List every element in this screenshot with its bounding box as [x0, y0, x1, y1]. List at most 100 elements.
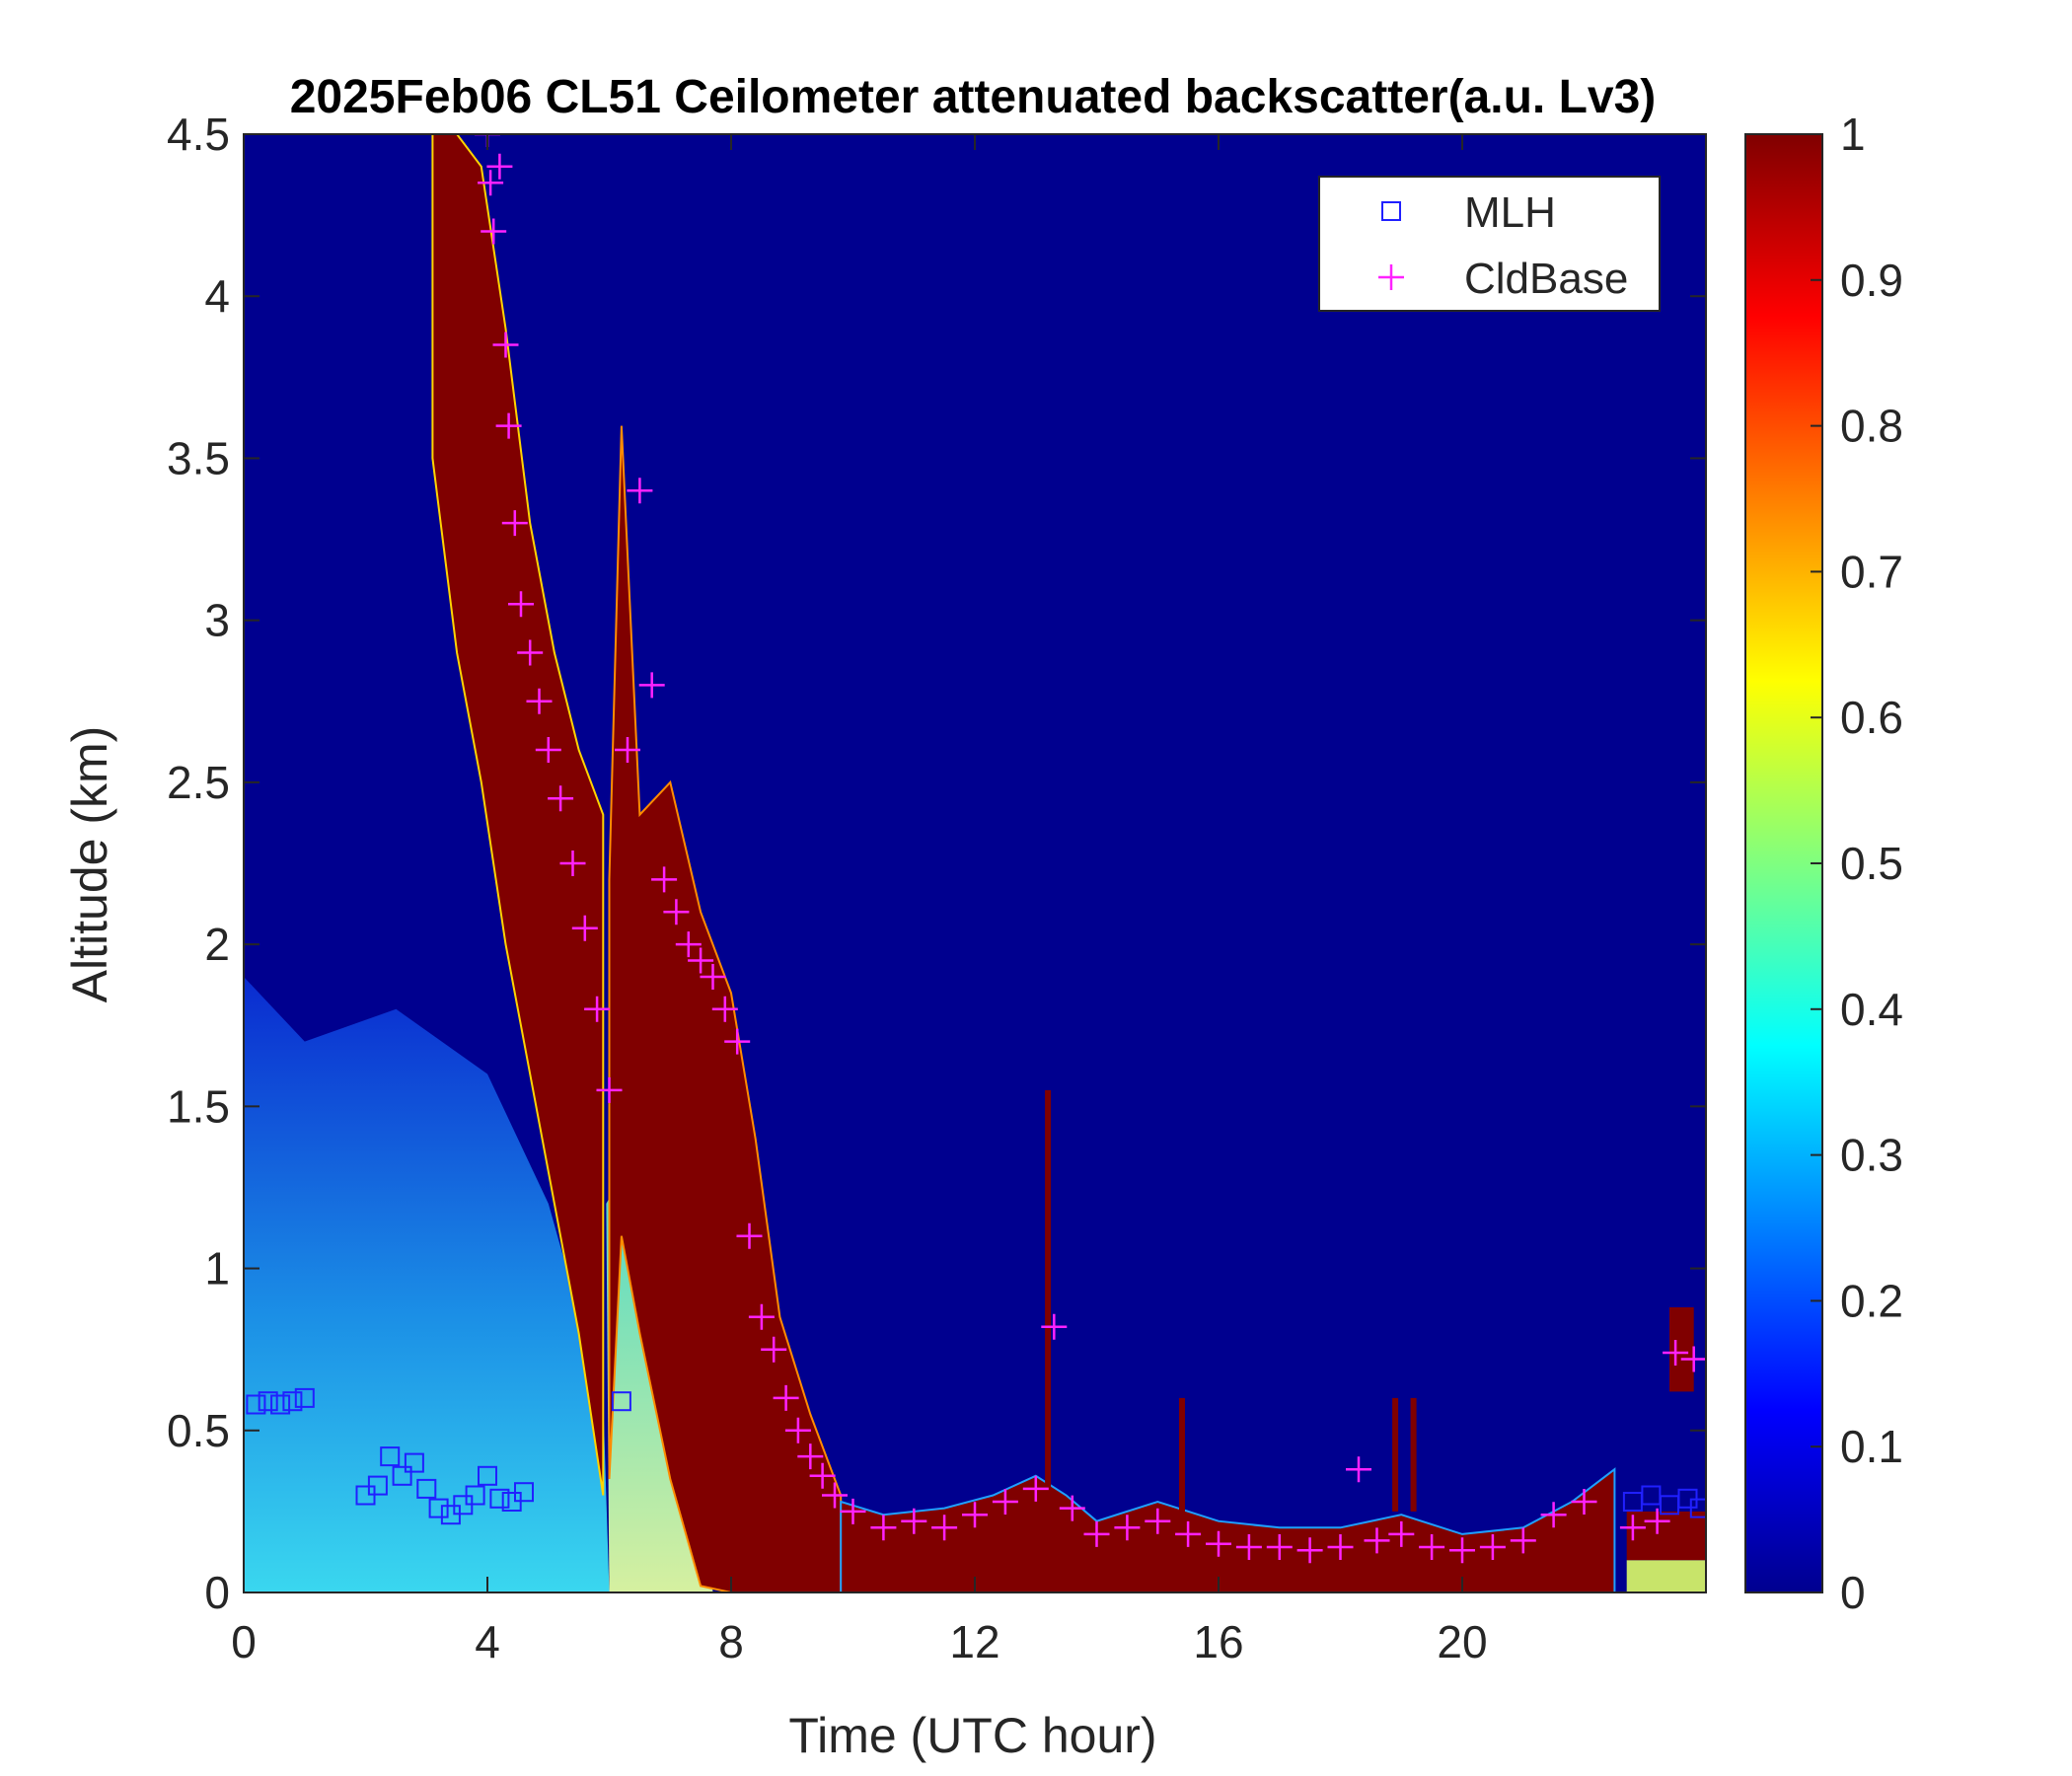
cldbase-marker	[784, 1417, 811, 1443]
cldbase-marker	[1388, 1520, 1415, 1547]
cldbase-marker	[508, 591, 534, 618]
x-tick-label: 12	[949, 1616, 999, 1667]
cldbase-marker	[486, 153, 513, 180]
cldbase-marker	[535, 737, 561, 763]
mlh-marker	[611, 1391, 631, 1412]
cldbase-marker	[627, 478, 653, 504]
mlh-marker	[282, 1391, 303, 1412]
mlh-marker	[416, 1478, 437, 1499]
cldbase-marker	[492, 332, 519, 358]
cldbase-marker	[1175, 1520, 1202, 1547]
cldbase-marker	[822, 1482, 848, 1509]
cldbase-marker	[1145, 1508, 1171, 1534]
legend-box	[1318, 176, 1661, 312]
mlh-marker	[465, 1485, 485, 1506]
cldbase-marker	[761, 1336, 787, 1363]
aerosol-boundary-layer	[244, 977, 610, 1592]
mlh-marker	[478, 1465, 497, 1486]
colorbar-tick-label: 0.1	[1840, 1421, 1903, 1472]
cldbase-marker	[748, 1303, 775, 1330]
colorbar-tick-label: 1	[1840, 109, 1866, 160]
colorbar-tick-label: 0.5	[1840, 838, 1903, 889]
mlh-legend-marker	[1381, 201, 1401, 221]
cldbase-marker	[809, 1462, 836, 1489]
x-tick-label: 0	[231, 1616, 257, 1667]
y-tick-label: 0	[204, 1567, 230, 1618]
mlh-marker	[428, 1498, 449, 1518]
cldbase-marker	[700, 964, 726, 990]
cldbase-marker	[962, 1502, 988, 1528]
late-surface-aerosol	[1626, 1560, 1706, 1592]
cldbase-marker	[1364, 1527, 1390, 1554]
colorbar-gradient	[1744, 133, 1823, 1593]
x-axis: 0 4 8 12 16 20	[231, 134, 1488, 1667]
colorbar-tick-label: 0.7	[1840, 546, 1903, 597]
cldbase-marker	[1059, 1495, 1085, 1521]
legend: MLH CldBase	[1318, 176, 1661, 312]
cldbase-marker	[1449, 1537, 1475, 1564]
cldbase-marker	[495, 412, 522, 439]
y-tick-label: 4	[204, 270, 230, 322]
cldbase-legend-marker	[1378, 264, 1404, 290]
cldbase-marker	[584, 996, 611, 1022]
y-tick-label: 1	[204, 1243, 230, 1295]
cldbase-marker	[675, 931, 702, 958]
mlh-markers	[246, 1387, 1706, 1525]
cldbase-marker	[1571, 1489, 1597, 1515]
cldbase-marker	[526, 688, 553, 714]
mlh-marker	[1689, 1498, 1706, 1518]
colorbar-tick-label: 0.9	[1840, 255, 1903, 306]
cldbase-marker	[548, 785, 574, 812]
cldbase-marker	[688, 947, 714, 974]
cldbase-marker	[711, 996, 738, 1022]
cldbase-marker	[1680, 1346, 1706, 1372]
colorbar-tick-label: 0	[1840, 1567, 1866, 1618]
mlh-marker	[489, 1488, 510, 1509]
cldbase-marker	[559, 851, 586, 876]
y-tick-label: 3	[204, 595, 230, 646]
cldbase-marker	[1644, 1508, 1670, 1534]
cldbase-markers	[475, 134, 1706, 1564]
cldbase-marker	[1479, 1534, 1506, 1560]
cldbase-marker	[840, 1498, 866, 1524]
colorbar-tick-label: 0.4	[1840, 984, 1903, 1035]
y-axis: 0 0.5 1 1.5 2 2.5 3 3.5 4 4.5	[167, 109, 1706, 1618]
cloud-spike	[1392, 1397, 1399, 1512]
cldbase-marker	[1510, 1527, 1536, 1554]
plot-area	[244, 134, 1706, 1592]
mlh-marker	[514, 1482, 534, 1503]
cldbase-marker	[638, 672, 665, 699]
y-tick-label: 2	[204, 919, 230, 970]
mlh-marker	[270, 1394, 291, 1415]
cldbase-marker	[1419, 1534, 1445, 1560]
cldbase-marker	[870, 1515, 897, 1541]
cloud-spike	[1410, 1397, 1417, 1512]
cldbase-marker	[1346, 1456, 1371, 1483]
mlh-marker	[380, 1446, 401, 1467]
cldbase-marker	[1206, 1530, 1231, 1557]
legend-label-cldbase: CldBase	[1464, 255, 1628, 303]
colorbar-tick-label: 0.2	[1840, 1275, 1903, 1326]
cldbase-marker	[992, 1489, 1018, 1515]
cldbase-marker	[1022, 1475, 1049, 1502]
legend-label-mlh: MLH	[1464, 188, 1556, 237]
mlh-marker	[246, 1394, 266, 1415]
cldbase-marker	[651, 866, 678, 893]
x-tick-label: 16	[1193, 1616, 1243, 1667]
mlh-marker	[404, 1452, 424, 1473]
cldbase-marker	[501, 510, 528, 537]
cldbase-marker	[517, 639, 544, 666]
late-surface-layer	[1626, 1511, 1706, 1561]
y-tick-label: 4.5	[167, 109, 230, 160]
late-elevated-cloud	[1669, 1307, 1694, 1392]
colorbar-tick-label: 0.3	[1840, 1130, 1903, 1181]
cldbase-marker	[1266, 1534, 1293, 1560]
mlh-marker	[367, 1475, 388, 1496]
cloud-spike	[1179, 1397, 1185, 1512]
cldbase-marker	[1327, 1534, 1354, 1560]
chart-title: 2025Feb06 CL51 Ceilometer attenuated bac…	[290, 71, 1657, 123]
mlh-marker	[294, 1387, 315, 1408]
cldbase-marker	[478, 170, 504, 196]
y-tick-label: 1.5	[167, 1080, 230, 1132]
